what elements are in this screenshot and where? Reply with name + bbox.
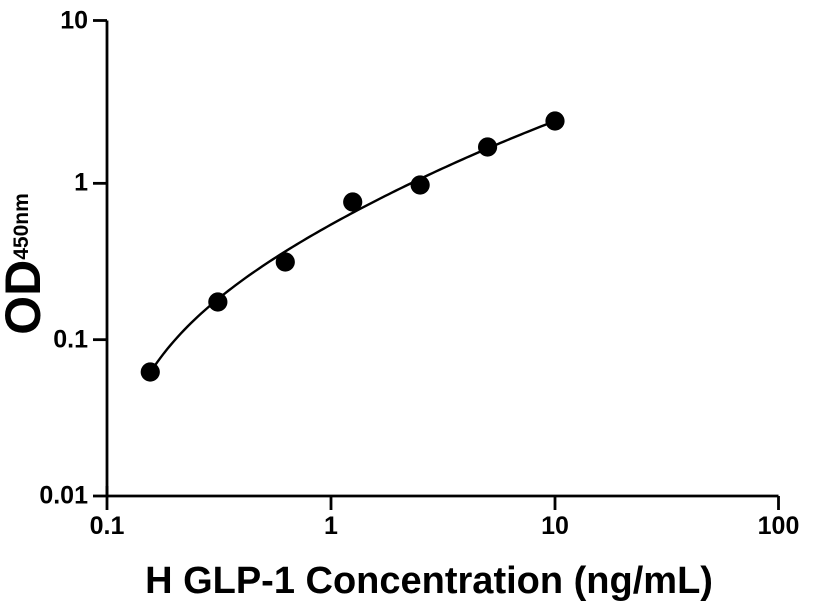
svg-text:OD450nm: OD450nm xyxy=(0,193,51,335)
